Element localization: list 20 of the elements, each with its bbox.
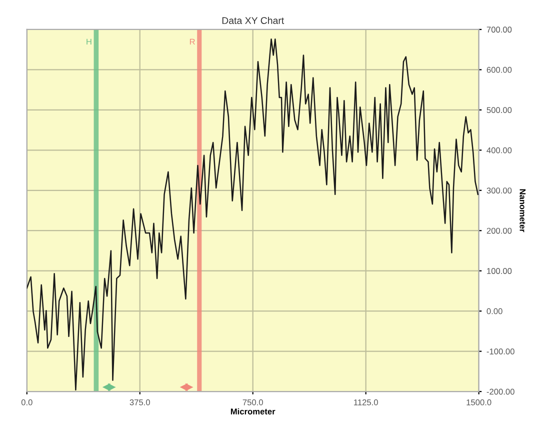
x-tick-label: 750.0 xyxy=(242,399,263,406)
band-label: H xyxy=(86,38,92,45)
y-tick-label: 200.00 xyxy=(486,228,512,234)
chart-title: Data XY Chart xyxy=(222,16,284,24)
x-tick-label: 1500.0 xyxy=(466,399,492,406)
y-tick-label: 600.00 xyxy=(486,66,512,73)
y-tick-label: 300.00 xyxy=(486,188,512,194)
y-axis-title: Nanometer xyxy=(520,189,526,232)
x-tick-label: 1125.0 xyxy=(354,399,378,406)
y-tick-label: 400.00 xyxy=(486,147,512,154)
y-tick-label: -100.00 xyxy=(486,348,514,354)
x-axis-title: Micrometer xyxy=(230,408,276,414)
y-tick-label: 100.00 xyxy=(487,268,512,274)
y-tick-label: -200.00 xyxy=(486,388,514,395)
y-tick-label: 700.00 xyxy=(486,26,512,33)
y-tick-label: 500.00 xyxy=(486,107,512,114)
x-tick-label: 0.0 xyxy=(21,399,32,406)
y-tick-label: 0.00 xyxy=(486,308,502,314)
band-label: R xyxy=(190,38,195,45)
x-tick-label: 375.0 xyxy=(130,399,150,406)
